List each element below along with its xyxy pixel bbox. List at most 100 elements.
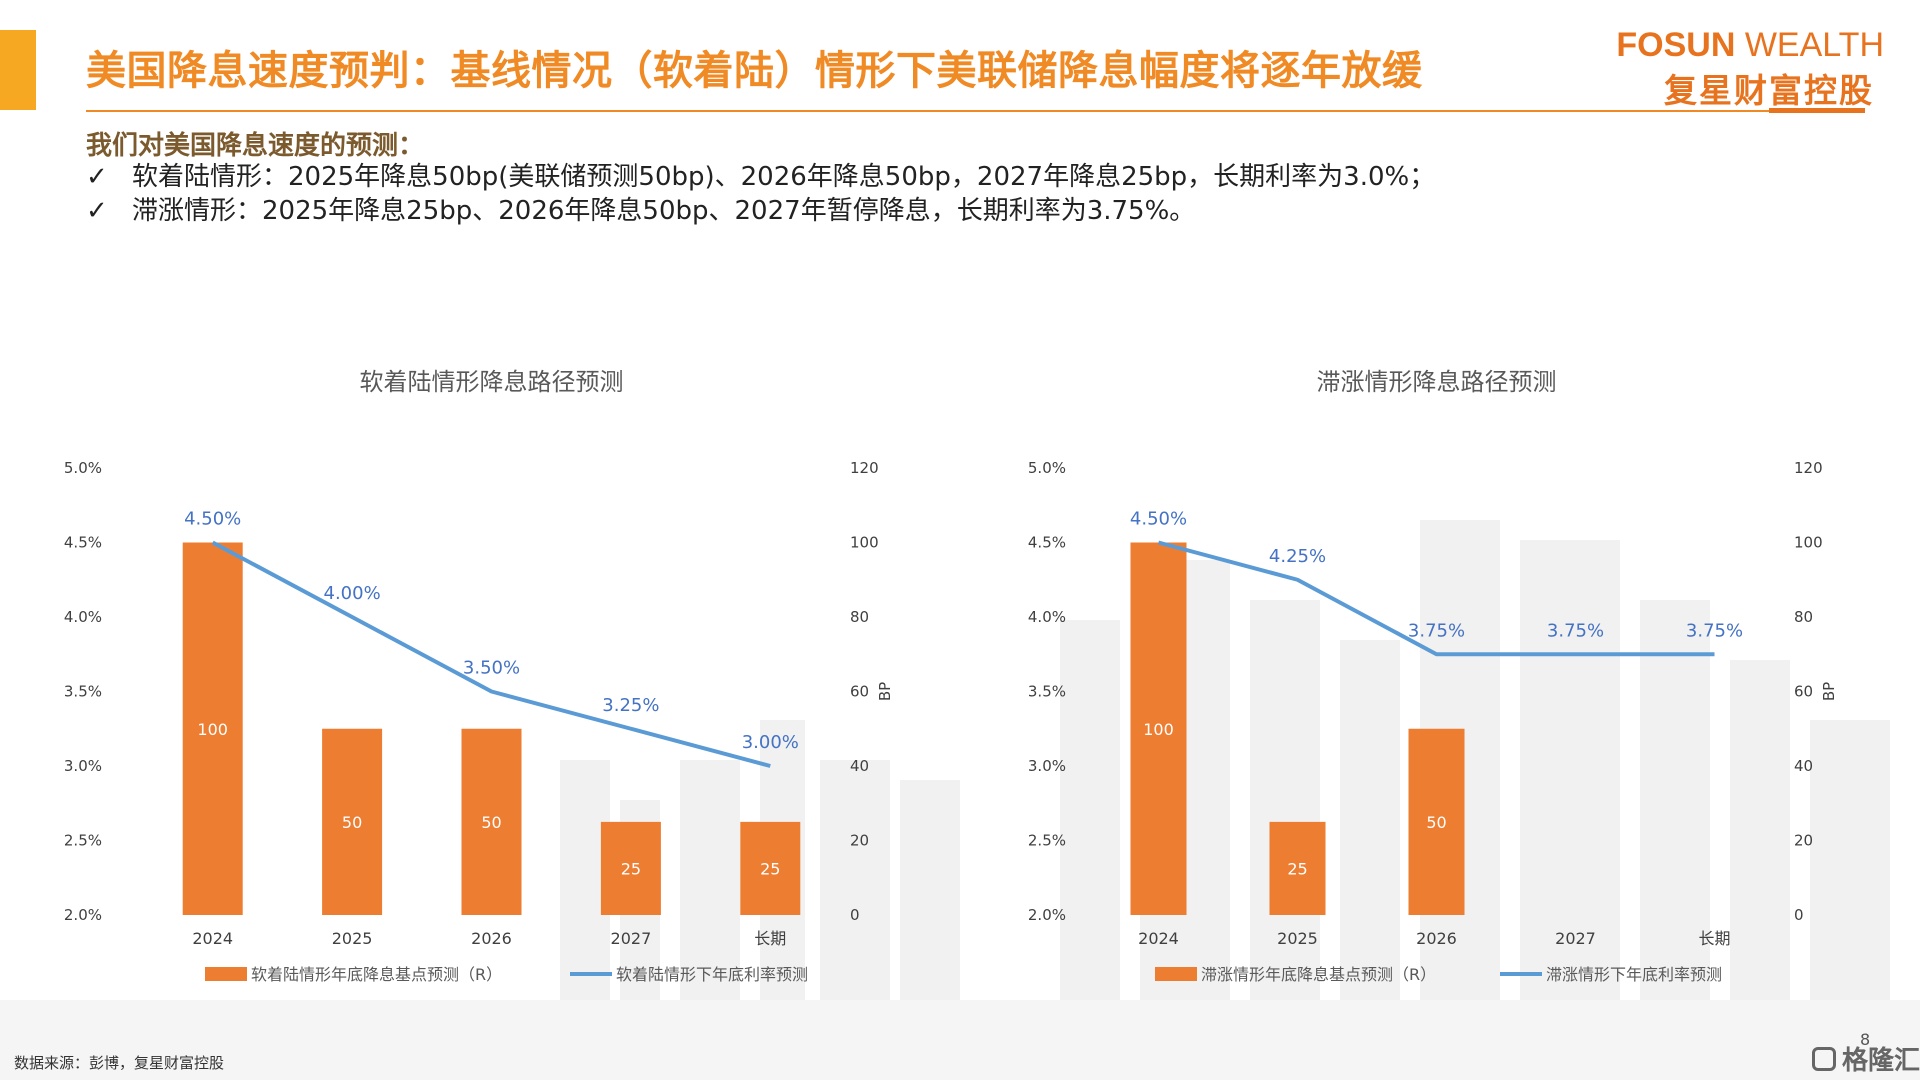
- bar: [1130, 542, 1187, 915]
- bar: [461, 728, 522, 915]
- check-icon: ✓: [86, 196, 108, 226]
- intro-heading: 我们对美国降息速度的预测：: [86, 131, 425, 161]
- y-right-axis-label: BP: [1820, 682, 1838, 701]
- legend-bar-label: 软着陆情形年底降息基点预测（R）: [251, 965, 502, 984]
- y-left-tick-label: 4.5%: [64, 534, 102, 552]
- logo-underline: [1769, 108, 1865, 113]
- watermark-text: 格隆汇: [1842, 1046, 1920, 1076]
- rate-line: [211, 540, 771, 768]
- watermark: 格隆汇: [1812, 1040, 1920, 1077]
- bar: [182, 542, 243, 915]
- y-right-tick-label: 60: [1794, 683, 1813, 701]
- y-left-tick-label: 2.0%: [1028, 906, 1066, 924]
- bar-data-label: 50: [481, 813, 501, 832]
- page-number: 8: [1860, 1030, 1871, 1049]
- chart-soft-landing-svg: 软着陆情形降息路径预测 2.0% 2.5% 3.0% 3.5% 4.0% 4.5% 5.0% 0…: [64, 368, 894, 984]
- line-data-label: 3.25%: [602, 695, 659, 716]
- line-data-label: 3.75%: [1686, 620, 1743, 641]
- y-left-tick-label: 3.5%: [1028, 683, 1066, 701]
- title-divider: [86, 110, 1861, 112]
- x-tick-label: 2027: [611, 929, 652, 948]
- rate-line: [1157, 540, 1715, 657]
- y-right-tick-label: 80: [850, 608, 869, 626]
- logo-en-bold: FOSUN: [1616, 26, 1736, 64]
- bar-data-label: 50: [342, 813, 362, 832]
- line-data-label: 4.50%: [184, 509, 241, 530]
- y-left-tick-label: 4.0%: [64, 608, 102, 626]
- y-left-tick-label: 3.5%: [64, 683, 102, 701]
- y-right-tick-label: 80: [1794, 608, 1813, 626]
- x-tick-label: 长期: [754, 929, 786, 948]
- y-right-tick-label: 0: [1794, 906, 1804, 924]
- legend-bar-swatch: [1155, 967, 1197, 981]
- y-left-tick-label: 5.0%: [64, 459, 102, 477]
- chart-stagflation: 滞涨情形降息路径预测 2.0% 2.5% 3.0% 3.5% 4.0% 4.5% 5.0% 0 2…: [1000, 360, 1900, 1010]
- legend-bar-swatch: [205, 967, 247, 981]
- line-data-label: 3.50%: [463, 658, 520, 679]
- chart-soft-landing: 软着陆情形降息路径预测 2.0% 2.5% 3.0% 3.5% 4.0% 4.5% 5.0% 0…: [40, 360, 940, 1010]
- bar-data-label: 25: [621, 859, 641, 878]
- line-data-label: 3.00%: [742, 732, 799, 753]
- line-data-label: 3.75%: [1408, 620, 1465, 641]
- chart-title: 滞涨情形降息路径预测: [1317, 368, 1557, 396]
- line-data-label: 4.50%: [1130, 509, 1187, 530]
- bullet-soft-landing: ✓ 软着陆情形：2025年降息50bp(美联储预测50bp)、2026年降息50b…: [86, 156, 1435, 193]
- x-tick-label: 2025: [332, 929, 373, 948]
- y-left-tick-label: 2.5%: [1028, 832, 1066, 850]
- y-left-tick-label: 4.5%: [1028, 534, 1066, 552]
- check-icon: ✓: [86, 162, 108, 192]
- bar: [1408, 728, 1465, 915]
- bar-data-label: 25: [1287, 859, 1307, 878]
- y-right-tick-label: 100: [850, 534, 879, 552]
- data-source: 数据来源：彭博，复星财富控股: [14, 1054, 225, 1072]
- y-left-tick-label: 4.0%: [1028, 608, 1066, 626]
- x-tick-label: 2024: [192, 929, 233, 948]
- y-right-tick-label: 20: [1794, 832, 1813, 850]
- y-right-tick-label: 120: [1794, 459, 1823, 477]
- y-right-tick-label: 20: [850, 832, 869, 850]
- x-tick-label: 2027: [1555, 929, 1596, 948]
- x-tick-label: 2025: [1277, 929, 1318, 948]
- chart-title: 软着陆情形降息路径预测: [360, 368, 624, 396]
- y-left-tick-label: 5.0%: [1028, 459, 1066, 477]
- x-tick-label: 2024: [1138, 929, 1179, 948]
- y-left-tick-label: 3.0%: [1028, 757, 1066, 775]
- line-data-label: 4.25%: [1269, 546, 1326, 567]
- chart-stagflation-svg: 滞涨情形降息路径预测 2.0% 2.5% 3.0% 3.5% 4.0% 4.5% 5.0% 0 2…: [1028, 368, 1838, 984]
- bullet-text: 软着陆情形：2025年降息50bp(美联储预测50bp)、2026年降息50bp…: [132, 162, 1436, 192]
- x-tick-label: 2026: [1416, 929, 1457, 948]
- y-right-tick-label: 40: [850, 757, 869, 775]
- legend-line-label: 软着陆情形下年底利率预测: [616, 965, 808, 984]
- bar-data-label: 25: [760, 859, 780, 878]
- line-data-label: 3.75%: [1547, 620, 1604, 641]
- y-right-tick-label: 40: [1794, 757, 1813, 775]
- accent-bar: [0, 30, 36, 110]
- bullet-stagflation: ✓ 滞涨情形：2025年降息25bp、2026年降息50bp、2027年暂停降息，…: [86, 190, 1195, 227]
- y-right-tick-label: 60: [850, 683, 869, 701]
- watermark-logo-icon: [1812, 1046, 1836, 1071]
- y-left-tick-label: 2.5%: [64, 832, 102, 850]
- brand-logo-cn: 复星财富控股: [1664, 71, 1874, 110]
- x-tick-label: 2026: [471, 929, 512, 948]
- bar-data-label: 50: [1426, 813, 1446, 832]
- bar-data-label: 100: [1143, 720, 1174, 739]
- y-right-axis-label: BP: [876, 682, 894, 701]
- page-title: 美国降息速度预判：基线情况（软着陆）情形下美联储降息幅度将逐年放缓: [86, 48, 1423, 94]
- x-tick-label: 长期: [1698, 929, 1730, 948]
- y-right-tick-label: 100: [1794, 534, 1823, 552]
- y-left-tick-label: 2.0%: [64, 906, 102, 924]
- legend-bar-label: 滞涨情形年底降息基点预测（R）: [1201, 965, 1436, 984]
- bar: [740, 821, 801, 915]
- y-right-tick-label: 0: [850, 906, 860, 924]
- y-left-tick-label: 3.0%: [64, 757, 102, 775]
- y-right-tick-label: 120: [850, 459, 879, 477]
- line-data-label: 4.00%: [324, 583, 381, 604]
- legend-line-label: 滞涨情形下年底利率预测: [1546, 965, 1722, 984]
- bar: [1269, 821, 1326, 915]
- logo-en-light: WEALTH: [1735, 26, 1884, 64]
- bar-data-label: 100: [197, 720, 228, 739]
- bar: [600, 821, 661, 915]
- brand-logo-en: FOSUN WEALTH: [1616, 26, 1884, 65]
- bar: [322, 728, 383, 915]
- bullet-text: 滞涨情形：2025年降息25bp、2026年降息50bp、2027年暂停降息，长…: [132, 196, 1196, 226]
